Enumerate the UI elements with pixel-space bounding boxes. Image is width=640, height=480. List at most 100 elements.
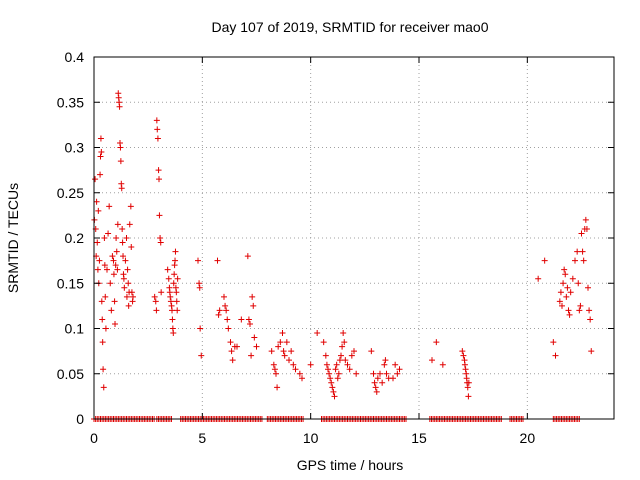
data-point [336,357,343,364]
data-point [465,379,472,386]
data-point [126,221,133,228]
data-point [172,248,179,255]
data-point [155,167,162,174]
data-point [370,370,377,377]
data-point [327,375,334,382]
data-point [153,117,160,124]
data-point [579,248,586,255]
x-tick-label: 10 [303,430,319,446]
data-point [164,266,171,273]
data-point [288,348,295,355]
data-point [340,330,347,337]
data-point [383,370,390,377]
data-point [114,221,121,228]
y-tick-label: 0.35 [57,94,84,110]
data-point [326,370,333,377]
data-point [249,293,256,300]
x-tick-label: 0 [90,430,98,446]
data-point [248,352,255,359]
data-point [245,316,252,323]
data-point [586,307,593,314]
data-point [335,370,342,377]
data-point [368,348,375,355]
data-point [461,361,468,368]
data-point [111,298,118,305]
data-point [156,176,162,183]
data-point [271,366,278,373]
data-point [105,230,112,237]
data-point [268,348,275,355]
data-point [157,235,164,241]
data-point [281,352,288,359]
data-point [174,275,181,282]
data-point [569,275,576,282]
data-point [585,284,591,291]
data-point [152,298,159,305]
data-point [576,307,583,314]
data-point [221,293,227,300]
data-point [100,366,107,373]
data-point [223,307,230,314]
data-point [372,384,379,391]
data-point [342,357,349,364]
data-point [560,280,567,287]
data-point [439,361,446,368]
data-point [330,388,337,395]
data-point [341,339,348,346]
data-point [170,280,177,287]
data-point [116,103,123,110]
data-point [283,339,290,346]
data-point [244,253,251,260]
data-point [125,302,132,309]
data-point [307,361,314,368]
data-point [325,366,331,373]
data-point [101,262,108,269]
data-point [167,293,174,300]
data-point [114,266,121,273]
data-point [229,357,236,364]
data-point [344,361,351,368]
data-point [253,343,260,350]
data-point [172,257,179,264]
data-point [250,302,257,309]
data-point [117,158,124,165]
data-point [196,284,203,291]
data-point [247,320,253,327]
data-point [95,207,102,214]
x-axis-title: GPS time / hours [297,457,404,473]
data-point [353,370,360,377]
data-point [113,235,120,241]
data-point [94,239,101,246]
data-point [572,257,578,264]
data-point [101,235,108,241]
data-point [541,257,548,264]
data-point [322,352,329,359]
data-point [118,185,125,192]
data-point [338,352,344,359]
data-point [224,316,231,323]
y-tick-label: 0.3 [65,140,85,156]
data-point [127,203,134,210]
data-point [465,393,472,400]
data-point [390,375,396,382]
data-point [108,307,115,314]
data-point [120,253,127,260]
data-point [550,339,557,346]
data-point [99,339,106,346]
data-point [582,216,589,223]
data-point [124,266,131,273]
y-tick-label: 0.25 [57,185,84,201]
data-point [169,307,175,314]
data-point [120,275,127,282]
data-point [429,357,435,364]
data-point [459,348,466,355]
data-point [96,257,103,264]
data-point [109,253,116,260]
data-point [333,361,340,368]
data-point [277,339,284,346]
data-point [225,325,232,332]
data-point [583,225,590,232]
data-point [165,275,172,282]
data-point [580,257,587,264]
